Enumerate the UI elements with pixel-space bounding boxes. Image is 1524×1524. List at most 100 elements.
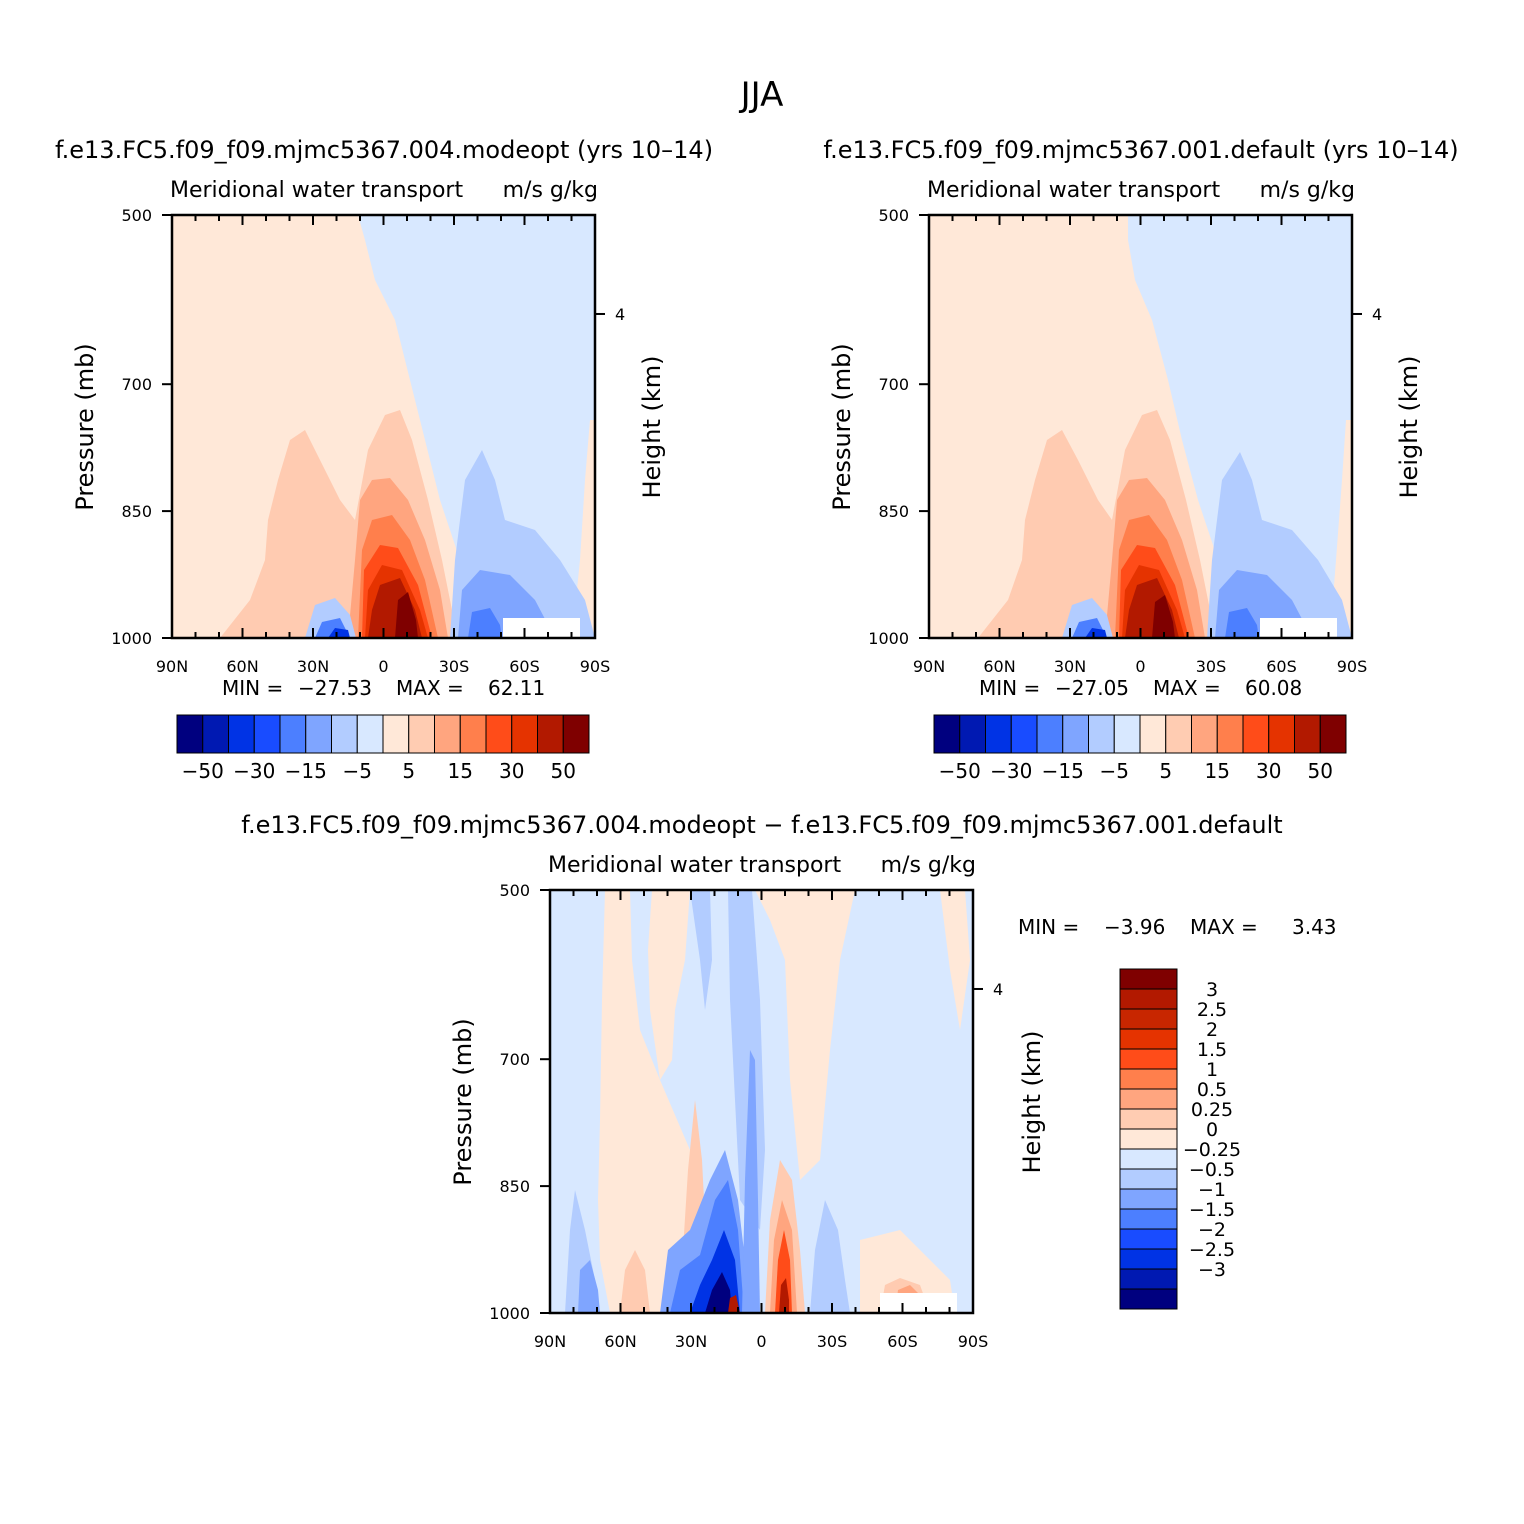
colorbar-box xyxy=(1119,1088,1178,1110)
colorbar-label: −1.5 xyxy=(1189,1199,1235,1221)
x-tick-label: 60S xyxy=(1266,657,1297,676)
max-value: 60.08 xyxy=(1245,676,1302,700)
right-string: m/s g/kg xyxy=(881,853,976,878)
contour-south-30 xyxy=(1225,608,1259,638)
x-tick-label: 0 xyxy=(378,657,388,676)
x-tick-label: 60S xyxy=(887,1332,918,1351)
colorbar-label: −2 xyxy=(1198,1219,1226,1241)
colorbar-box xyxy=(1319,714,1347,754)
contour-max xyxy=(395,592,418,638)
colorbar-label: 30 xyxy=(499,759,524,783)
colorbar-box xyxy=(1062,714,1089,754)
contour-max xyxy=(1152,595,1175,638)
colorbar-label: −5 xyxy=(1100,759,1129,783)
colorbar-box xyxy=(933,714,961,754)
colorbar-label: 1.5 xyxy=(1197,1039,1227,1061)
x-tick-label: 30S xyxy=(1196,657,1227,676)
colorbar-label: 5 xyxy=(402,759,415,783)
height-tick-label: 4 xyxy=(993,980,1003,999)
missing-data-patch xyxy=(880,1293,957,1313)
colorbar-box xyxy=(1119,1288,1178,1310)
contour-negative-025-1 xyxy=(690,890,712,1010)
colorbar-label: 50 xyxy=(1308,759,1333,783)
x-tick-label: 0 xyxy=(1135,657,1145,676)
colorbar-label: −50 xyxy=(939,759,981,783)
colorbar-label: 15 xyxy=(448,759,473,783)
min-label: MIN = xyxy=(1018,915,1079,939)
colorbar-box xyxy=(1119,1168,1178,1190)
min-value: −27.53 xyxy=(298,676,372,700)
colorbar: −50 −30 −15 −5 5 15 30 50 xyxy=(933,714,1347,783)
y-axis: 500 700 850 1000 4 xyxy=(868,206,1382,648)
colorbar-box xyxy=(331,714,358,754)
colorbar-box xyxy=(511,714,538,754)
panel-title: f.e13.FC5.f09_f09.mjmc5367.004.modeopt (… xyxy=(55,136,713,164)
colorbar-label: −0.5 xyxy=(1189,1159,1235,1181)
colorbar-box xyxy=(1119,1268,1178,1290)
x-tick-label: 90S xyxy=(958,1332,989,1351)
y-tick-label: 700 xyxy=(499,1050,530,1069)
contour-south-30 xyxy=(468,608,502,638)
colorbar-box xyxy=(1216,714,1244,754)
colorbar-box xyxy=(459,714,487,754)
panel-modeopt: f.e13.FC5.f09_f09.mjmc5367.004.modeopt (… xyxy=(55,136,713,783)
panel-title: f.e13.FC5.f09_f09.mjmc5367.001.default (… xyxy=(823,136,1458,164)
x-tick-label: 30S xyxy=(439,657,470,676)
y-tick-label: 850 xyxy=(121,502,152,521)
colorbar-label: 5 xyxy=(1159,759,1172,783)
y-axis: 500 700 850 1000 4 xyxy=(111,206,625,648)
contour-positive-05-3 xyxy=(620,1250,650,1313)
colorbar-box xyxy=(1294,714,1321,754)
x-tick-label: 60N xyxy=(604,1332,636,1351)
colorbar-box xyxy=(228,714,255,754)
contour-field xyxy=(172,215,595,638)
contour-negative-3-1 xyxy=(705,1272,732,1313)
max-label: MAX = xyxy=(1153,676,1221,700)
x-tick-label: 60N xyxy=(226,657,258,676)
y-tick-label: 700 xyxy=(878,375,909,394)
contour-positive-small xyxy=(1330,420,1352,638)
y-axis-right-label: Height (km) xyxy=(1018,1031,1046,1174)
contour-positive-band-5 xyxy=(940,890,970,1030)
colorbar-box xyxy=(1088,714,1115,754)
colorbar-label: 0 xyxy=(1206,1119,1218,1141)
min-value: −27.05 xyxy=(1055,676,1129,700)
x-tick-label: 60N xyxy=(983,657,1015,676)
colorbar-label: 3 xyxy=(1206,979,1218,1001)
contour-field xyxy=(929,215,1352,638)
colorbar-label: −30 xyxy=(990,759,1032,783)
colorbar-label: 30 xyxy=(1256,759,1281,783)
colorbar-box xyxy=(1036,714,1064,754)
colorbar-label: 2 xyxy=(1206,1019,1218,1041)
x-tick-label: 30N xyxy=(297,657,329,676)
y-axis-right-label: Height (km) xyxy=(638,356,666,499)
y-axis-label: Pressure (mb) xyxy=(71,343,99,510)
colorbar: −50 −30 −15 −5 5 15 30 50 xyxy=(176,714,590,783)
colorbar-label: 15 xyxy=(1205,759,1230,783)
x-tick-label: 90N xyxy=(534,1332,566,1351)
colorbar-label: −15 xyxy=(1042,759,1084,783)
colorbar-box xyxy=(1268,714,1295,754)
max-value: 62.11 xyxy=(488,676,545,700)
colorbar-box xyxy=(1010,714,1038,754)
colorbar-box xyxy=(1119,1028,1178,1050)
colorbar-label: −15 xyxy=(285,759,327,783)
colorbar-box xyxy=(434,714,461,754)
max-value: 3.43 xyxy=(1292,915,1337,939)
colorbar-box xyxy=(562,714,590,754)
min-value: −3.96 xyxy=(1104,915,1165,939)
colorbar-label: 50 xyxy=(551,759,576,783)
colorbar-box xyxy=(1119,1208,1178,1230)
height-tick-label: 4 xyxy=(1372,305,1382,324)
max-label: MAX = xyxy=(396,676,464,700)
right-string: m/s g/kg xyxy=(1260,178,1355,203)
colorbar-box xyxy=(1119,1008,1178,1030)
colorbar-box xyxy=(1139,714,1167,754)
contour-positive-3-1 xyxy=(779,1278,789,1313)
x-tick-label: 30S xyxy=(817,1332,848,1351)
colorbar-label: 0.25 xyxy=(1191,1099,1233,1121)
right-string: m/s g/kg xyxy=(503,178,598,203)
colorbar-box xyxy=(408,714,435,754)
min-label: MIN = xyxy=(979,676,1040,700)
colorbar-box xyxy=(1119,1148,1178,1170)
